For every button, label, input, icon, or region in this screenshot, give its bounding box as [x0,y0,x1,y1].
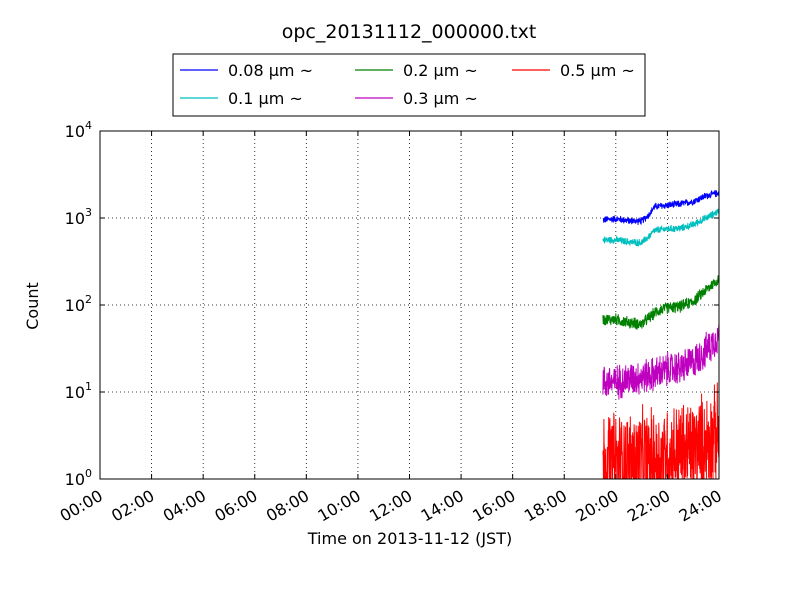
series-line [602,324,720,400]
legend-label: 0.1 μm ~ [228,89,303,108]
y-tick-label: 102 [65,293,92,315]
legend-label: 0.08 μm ~ [228,61,313,80]
series-line [602,208,720,247]
legend-label: 0.5 μm ~ [560,61,635,80]
chart-title: opc_20131112_000000.txt [282,21,537,43]
legend: 0.08 μm ~ 0.1 μm ~ 0.2 μm ~ 0.3 μm ~ 0.5 μm … [172,53,646,117]
y-axis: 100 101 102 103 104 [65,119,719,489]
y-tick-label: 100 [65,467,92,489]
legend-label: 0.2 μm ~ [403,61,478,80]
y-tick-label: 103 [65,206,92,228]
series-line [602,190,720,226]
y-tick-label: 101 [65,380,92,402]
series-line [602,275,720,330]
y-tick-label: 104 [65,119,92,141]
x-axis-label: Time on 2013-11-12 (JST) [307,529,512,548]
legend-frame [172,53,646,117]
y-axis-label: Count [23,282,42,330]
series-line [602,382,720,480]
series-layer [602,190,720,480]
legend-label: 0.3 μm ~ [403,89,478,108]
